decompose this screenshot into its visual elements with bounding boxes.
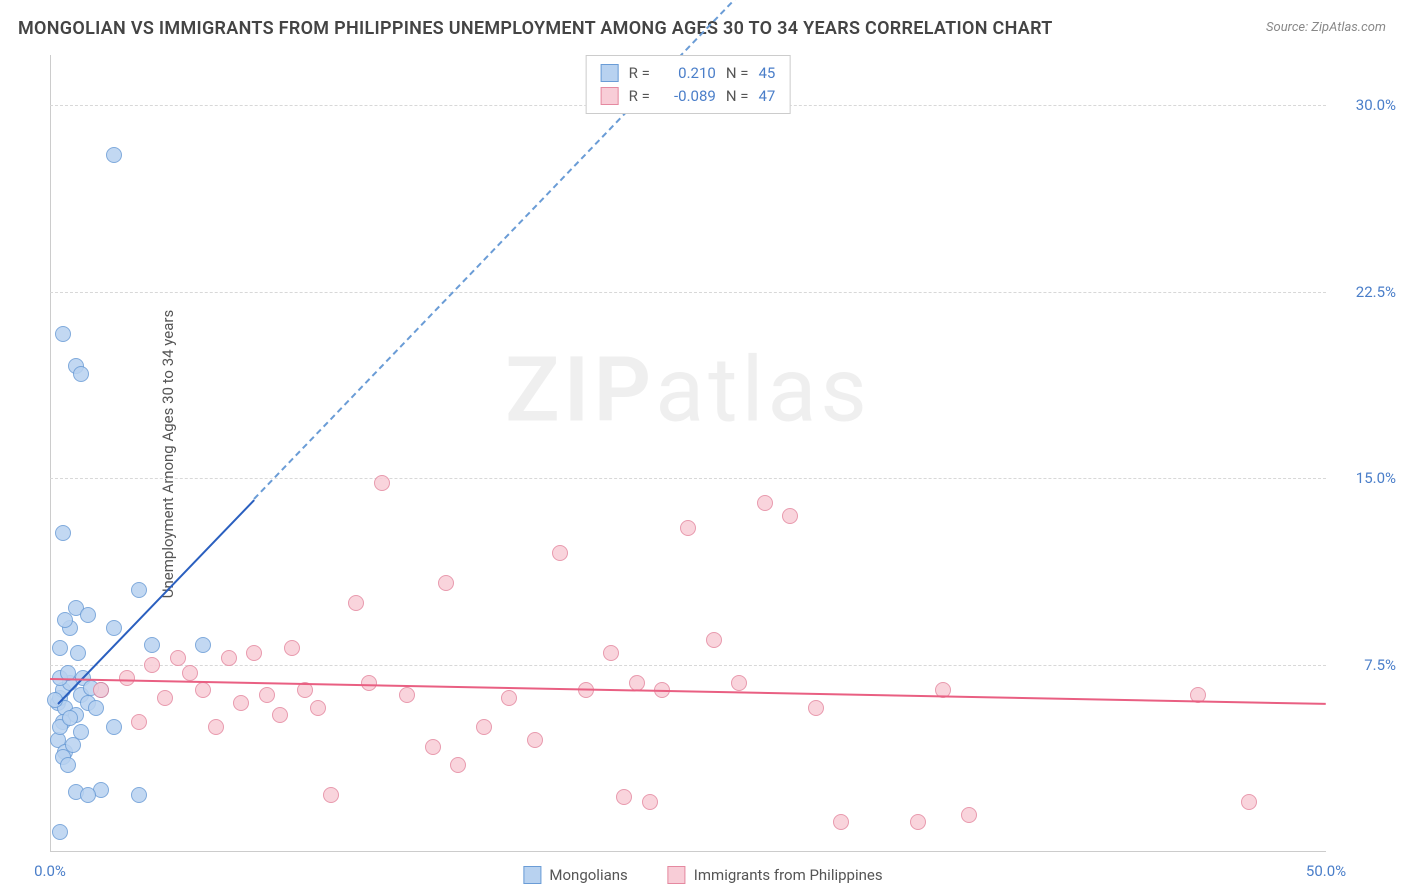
- series2-legend-label: Immigrants from Philippines: [694, 866, 883, 884]
- scatter-point: [833, 814, 849, 830]
- scatter-point: [731, 675, 747, 691]
- scatter-point: [603, 645, 619, 661]
- scatter-point: [259, 687, 275, 703]
- x-tick-label: 0.0%: [34, 862, 66, 880]
- scatter-point: [119, 670, 135, 686]
- scatter-point: [425, 739, 441, 755]
- trend-line: [57, 499, 255, 705]
- scatter-point: [361, 675, 377, 691]
- scatter-point: [70, 645, 86, 661]
- series2-r-value: -0.089: [660, 85, 716, 108]
- scatter-point: [757, 495, 773, 511]
- scatter-point: [476, 719, 492, 735]
- scatter-point: [450, 757, 466, 773]
- scatter-point: [157, 690, 173, 706]
- scatter-point: [552, 545, 568, 561]
- scatter-point: [284, 640, 300, 656]
- chart-area: Unemployment Among Ages 30 to 34 years Z…: [50, 55, 1326, 852]
- scatter-point: [246, 645, 262, 661]
- series1-n-value: 45: [758, 62, 775, 85]
- scatter-point: [131, 787, 147, 803]
- y-tick-label: 15.0%: [1356, 469, 1396, 487]
- series2-legend-swatch: [668, 866, 686, 884]
- gridline: [50, 478, 1326, 479]
- scatter-point: [706, 632, 722, 648]
- scatter-point: [961, 807, 977, 823]
- scatter-point: [55, 525, 71, 541]
- scatter-point: [782, 508, 798, 524]
- scatter-point: [80, 787, 96, 803]
- scatter-point: [1241, 794, 1257, 810]
- gridline: [50, 292, 1326, 293]
- scatter-point: [55, 326, 71, 342]
- n-label: N =: [726, 85, 749, 108]
- series2-swatch: [601, 87, 619, 105]
- stats-row-2: R = -0.089 N = 47: [601, 85, 776, 108]
- series1-legend-label: Mongolians: [549, 866, 627, 884]
- scatter-point: [131, 582, 147, 598]
- y-axis-line: [50, 55, 51, 852]
- scatter-point: [144, 637, 160, 653]
- scatter-point: [62, 710, 78, 726]
- r-label: R =: [629, 85, 650, 108]
- scatter-point: [60, 757, 76, 773]
- scatter-point: [616, 789, 632, 805]
- scatter-point: [208, 719, 224, 735]
- scatter-point: [131, 714, 147, 730]
- scatter-point: [88, 700, 104, 716]
- series1-legend-swatch: [523, 866, 541, 884]
- scatter-point: [52, 824, 68, 840]
- scatter-point: [527, 732, 543, 748]
- series1-swatch: [601, 64, 619, 82]
- watermark: ZIPatlas: [505, 337, 871, 442]
- scatter-point: [438, 575, 454, 591]
- scatter-point: [80, 607, 96, 623]
- scatter-point: [144, 657, 160, 673]
- plot-region: ZIPatlas 7.5%15.0%22.5%30.0%0.0%50.0%: [50, 55, 1326, 852]
- scatter-point: [65, 737, 81, 753]
- scatter-point: [348, 595, 364, 611]
- r-label: R =: [629, 62, 650, 85]
- scatter-point: [910, 814, 926, 830]
- y-tick-label: 22.5%: [1356, 283, 1396, 301]
- scatter-point: [374, 475, 390, 491]
- legend-item-1: Mongolians: [523, 866, 627, 884]
- scatter-point: [629, 675, 645, 691]
- scatter-point: [808, 700, 824, 716]
- scatter-point: [195, 682, 211, 698]
- scatter-point: [106, 620, 122, 636]
- scatter-point: [272, 707, 288, 723]
- scatter-point: [399, 687, 415, 703]
- bottom-legend: Mongolians Immigrants from Philippines: [523, 866, 882, 884]
- y-tick-label: 7.5%: [1364, 656, 1396, 674]
- legend-item-2: Immigrants from Philippines: [668, 866, 883, 884]
- stats-box: R = 0.210 N = 45 R = -0.089 N = 47: [586, 55, 791, 114]
- scatter-point: [170, 650, 186, 666]
- scatter-point: [310, 700, 326, 716]
- x-tick-label: 50.0%: [1306, 862, 1346, 880]
- scatter-point: [221, 650, 237, 666]
- scatter-point: [93, 682, 109, 698]
- scatter-point: [233, 695, 249, 711]
- scatter-point: [323, 787, 339, 803]
- scatter-point: [73, 366, 89, 382]
- scatter-point: [642, 794, 658, 810]
- source-attribution: Source: ZipAtlas.com: [1266, 20, 1386, 35]
- chart-title: MONGOLIAN VS IMMIGRANTS FROM PHILIPPINES…: [18, 18, 1053, 39]
- scatter-point: [106, 719, 122, 735]
- x-axis-line: [50, 851, 1326, 852]
- n-label: N =: [726, 62, 749, 85]
- stats-row-1: R = 0.210 N = 45: [601, 62, 776, 85]
- scatter-point: [52, 640, 68, 656]
- scatter-point: [501, 690, 517, 706]
- scatter-point: [195, 637, 211, 653]
- y-tick-label: 30.0%: [1356, 96, 1396, 114]
- scatter-point: [106, 147, 122, 163]
- series1-r-value: 0.210: [660, 62, 716, 85]
- scatter-point: [680, 520, 696, 536]
- series2-n-value: 47: [758, 85, 775, 108]
- gridline: [50, 665, 1326, 666]
- scatter-point: [182, 665, 198, 681]
